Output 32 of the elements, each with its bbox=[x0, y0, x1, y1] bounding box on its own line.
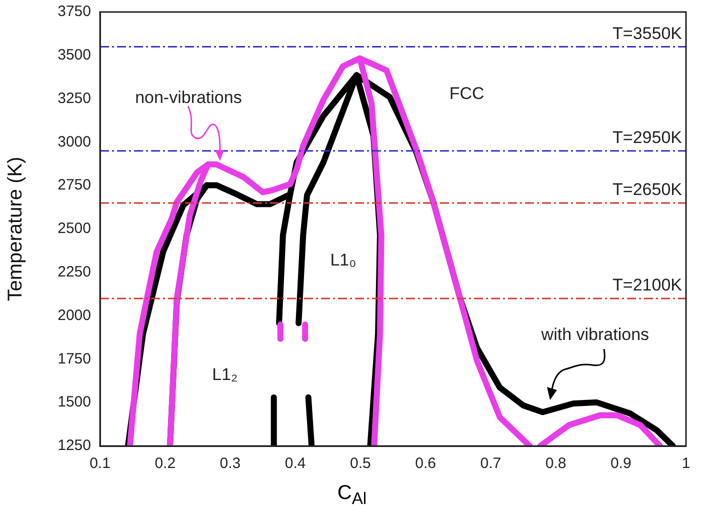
y-tick-label: 3000 bbox=[58, 133, 91, 150]
x-tick-label: 0.6 bbox=[415, 455, 436, 472]
x-tick-label: 0.7 bbox=[480, 455, 502, 472]
y-tick-label: 1250 bbox=[58, 437, 91, 454]
y-tick-label: 2750 bbox=[58, 176, 91, 194]
x-axis-title: C$_{Al}$ bbox=[336, 482, 368, 509]
x-tick-label: 0.9 bbox=[610, 455, 632, 472]
y-axis-title: Temperature (K) bbox=[4, 156, 27, 302]
annotation: FCC bbox=[449, 84, 484, 104]
y-tick-label: 2250 bbox=[58, 264, 91, 281]
annotation: L1₂ bbox=[212, 364, 238, 384]
annotation: L1₀ bbox=[330, 250, 356, 270]
y-tick-label: 1750 bbox=[58, 350, 91, 368]
y-tick-label: 2500 bbox=[58, 220, 91, 238]
ref-line-label: T=3550K bbox=[612, 24, 683, 43]
x-tick-label: 0.8 bbox=[545, 455, 566, 472]
x-tick-label: 0.5 bbox=[350, 455, 371, 472]
annotation: non-vibrations bbox=[135, 88, 242, 107]
y-tick-label: 3250 bbox=[58, 90, 91, 107]
x-tick-label: 1 bbox=[682, 455, 690, 472]
ref-line-label: T=2100K bbox=[612, 276, 683, 295]
annotation: with vibrations bbox=[540, 325, 650, 344]
ref-line-label: T=2950K bbox=[612, 128, 683, 148]
y-tick-label: 1500 bbox=[58, 394, 91, 411]
x-tick-label: 0.3 bbox=[220, 455, 241, 472]
y-tick-label: 3500 bbox=[58, 46, 91, 64]
ref-line-label: T=2650K bbox=[612, 180, 683, 200]
y-tick-label: 2000 bbox=[58, 306, 91, 324]
x-tick-label: 0.1 bbox=[90, 455, 110, 472]
y-tick-label: 3750 bbox=[58, 3, 91, 20]
x-tick-label: 0.2 bbox=[154, 455, 176, 472]
x-tick-label: 0.4 bbox=[284, 455, 306, 472]
